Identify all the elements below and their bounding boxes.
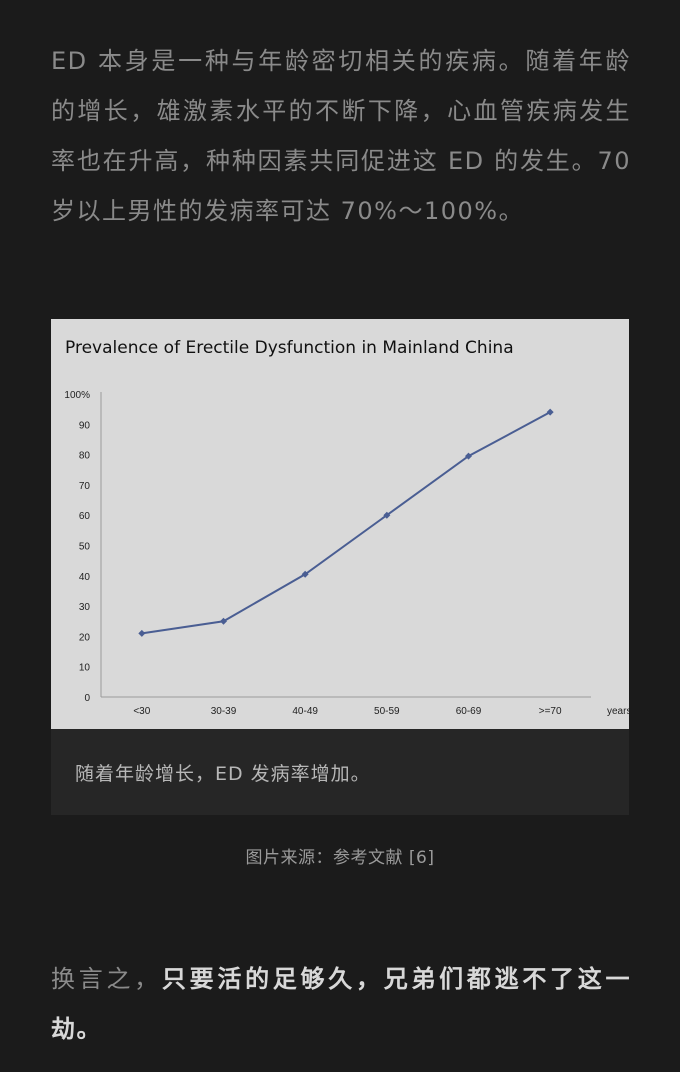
x-tick-label: 60-69 (456, 706, 482, 717)
chart-image[interactable]: Prevalence of Erectile Dysfunction in Ma… (51, 319, 629, 729)
caption-box: 随着年龄增长，ED 发病率增加。 (51, 729, 629, 815)
x-axis-label: years old (607, 706, 629, 717)
y-tick-label: 50 (79, 542, 91, 553)
y-tick-label: 60 (79, 511, 91, 522)
chart-series (138, 408, 554, 637)
series-line (141, 411, 551, 635)
y-tick-label: 0 (84, 693, 90, 704)
y-tick-label: 80 (79, 451, 91, 462)
chart-ticks: 0 10 20 30 40 50 60 70 80 90 100% <30 30-39 40-49 50-5… (64, 390, 629, 717)
data-point (138, 629, 146, 637)
data-point (465, 452, 472, 460)
data-point (220, 617, 227, 625)
y-tick-label: 20 (79, 632, 91, 643)
figure: Prevalence of Erectile Dysfunction in Ma… (51, 319, 629, 815)
y-tick-label: 90 (79, 420, 91, 431)
conclusion-prefix: 换言之， (51, 965, 162, 993)
chart-title: Prevalence of Erectile Dysfunction in Ma… (65, 338, 514, 358)
conclusion-paragraph: 换言之，只要活的足够久，兄弟们都逃不了这一劫。 (51, 954, 631, 1054)
x-tick-label: 30-39 (211, 706, 237, 717)
y-tick-label: 10 (79, 663, 91, 674)
x-tick-label: <30 (133, 706, 150, 717)
conclusion-bold: 只要活的足够久，兄弟们都逃不了这一劫。 (51, 965, 632, 1043)
data-point (383, 511, 391, 519)
chart-axes (100, 392, 591, 698)
data-point (301, 570, 309, 578)
intro-paragraph: ED 本身是一种与年龄密切相关的疾病。随着年龄的增长，雄激素水平的不断下降，心血… (51, 47, 631, 225)
data-point (546, 408, 554, 416)
y-tick-label: 100% (64, 390, 90, 401)
figure-caption: 随着年龄增长，ED 发病率增加。 (75, 763, 371, 785)
line-chart: Prevalence of Erectile Dysfunction in Ma… (64, 338, 629, 717)
y-tick-label: 30 (79, 602, 91, 613)
image-source: 图片来源：参考文献 [6] (245, 848, 435, 868)
x-tick-label: >=70 (539, 706, 562, 717)
y-tick-label: 70 (79, 481, 91, 492)
x-tick-label: 40-49 (292, 706, 318, 717)
y-tick-label: 40 (79, 572, 91, 583)
x-tick-label: 50-59 (374, 706, 400, 717)
